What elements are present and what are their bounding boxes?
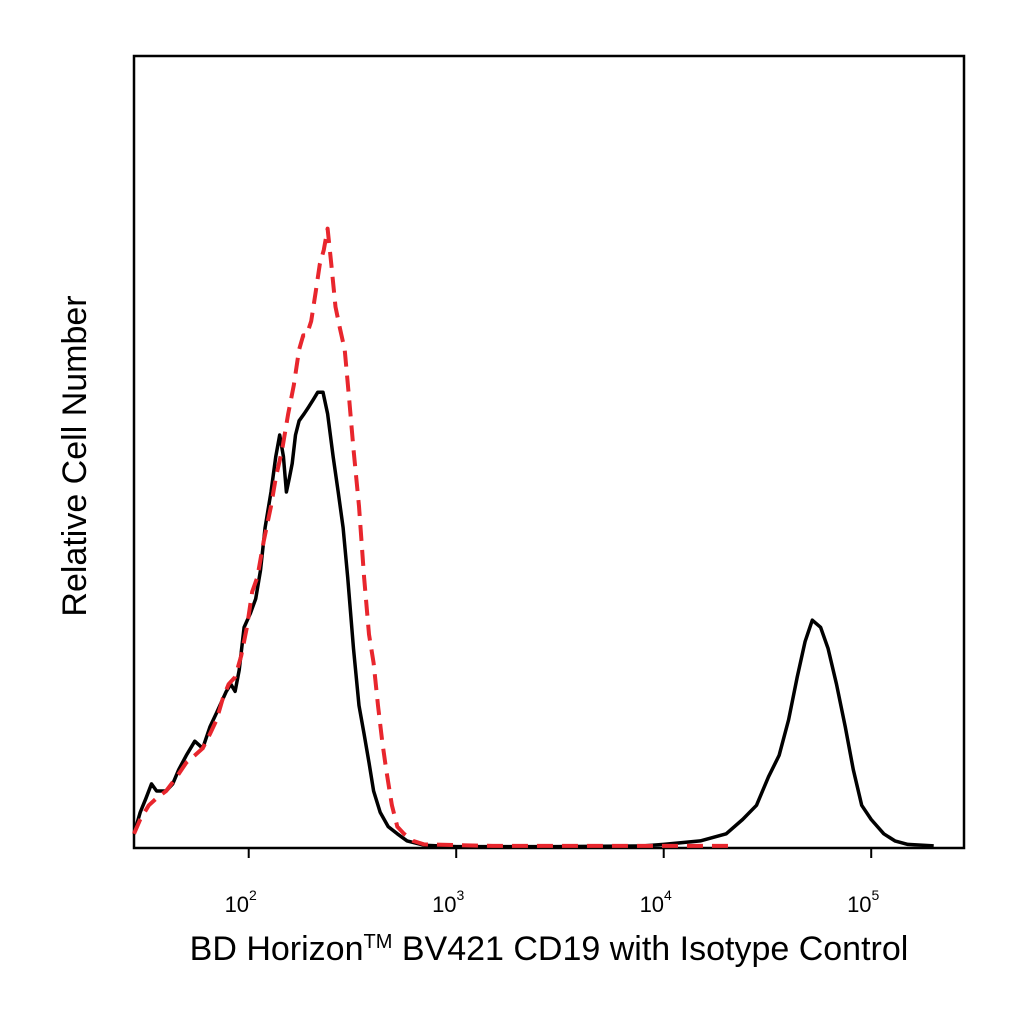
- x-axis-title-prefix: BD Horizon: [190, 930, 364, 968]
- x-tick-label-2: 104: [640, 887, 672, 917]
- x-tick-label-3: 105: [847, 887, 879, 917]
- x-axis-ticks: 102 103 104 105: [225, 848, 880, 917]
- x-tick-label-1: 103: [432, 887, 464, 917]
- x-axis-title-suffix: BV421 CD19 with Isotype Control: [392, 930, 908, 968]
- plot-frame: [132, 54, 966, 850]
- series-line-1: [132, 226, 735, 848]
- trademark-superscript: TM: [364, 931, 393, 953]
- x-axis-title: BD HorizonTM BV421 CD19 with Isotype Con…: [190, 930, 909, 968]
- series-group: [132, 226, 934, 849]
- y-axis-title: Relative Cell Number: [56, 295, 94, 616]
- x-tick-label-0: 102: [225, 887, 257, 917]
